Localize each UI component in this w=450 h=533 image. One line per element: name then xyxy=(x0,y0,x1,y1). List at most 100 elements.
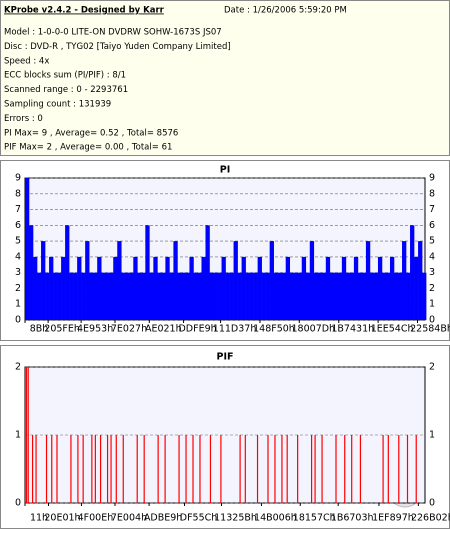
bar xyxy=(73,272,78,320)
bar xyxy=(70,435,72,503)
bar xyxy=(269,241,274,320)
bar xyxy=(209,435,212,503)
bar xyxy=(309,241,315,320)
bar xyxy=(149,272,154,320)
bar xyxy=(51,435,53,503)
y-tick-label-right: 2 xyxy=(429,283,435,294)
app-title: KProbe v2.4.2 - Designed by Karr xyxy=(4,6,165,16)
bar xyxy=(321,272,327,320)
bar xyxy=(387,435,389,503)
bar xyxy=(394,272,399,320)
bar xyxy=(169,272,174,320)
bar xyxy=(145,225,150,320)
y-tick-label: 3 xyxy=(15,267,21,278)
bar xyxy=(82,435,84,503)
date: Date : 1/26/2006 5:59:20 PM xyxy=(224,6,347,16)
bar xyxy=(61,256,66,320)
bar xyxy=(181,272,186,320)
bar xyxy=(410,225,415,320)
bar xyxy=(164,435,166,503)
x-tick-label: 226B02h xyxy=(411,513,450,524)
bar xyxy=(25,367,28,503)
bar xyxy=(301,256,307,320)
y-tick-label: 7 xyxy=(15,204,21,215)
bar xyxy=(27,367,29,503)
bar xyxy=(418,241,423,320)
bar xyxy=(353,256,359,320)
bar xyxy=(377,256,383,320)
bar xyxy=(122,435,124,503)
y-tick-label: 1 xyxy=(15,299,21,310)
chart-title: PIF xyxy=(217,352,234,363)
bar xyxy=(261,272,266,320)
bar xyxy=(274,435,276,503)
bar xyxy=(245,272,250,320)
bar xyxy=(173,241,178,320)
bar xyxy=(277,272,282,320)
bar xyxy=(344,435,346,503)
bar xyxy=(137,272,142,320)
bar xyxy=(177,272,182,320)
x-tick-label: 4E953h xyxy=(77,324,113,335)
bar xyxy=(106,435,109,503)
bar xyxy=(329,272,335,320)
bar xyxy=(233,241,238,320)
bar xyxy=(239,435,241,503)
bar xyxy=(192,435,194,503)
y-tick-label: 6 xyxy=(15,220,21,231)
bar xyxy=(110,435,112,503)
y-tick-label: 0 xyxy=(15,498,21,509)
bar xyxy=(305,272,311,320)
x-tick-label: 7E027h xyxy=(111,324,147,335)
bar xyxy=(209,272,214,320)
bar xyxy=(185,435,187,503)
bar xyxy=(185,272,190,320)
bar xyxy=(197,272,202,320)
bar xyxy=(213,272,218,320)
x-tick-label: 11h xyxy=(30,513,48,524)
bar xyxy=(337,272,343,320)
bar xyxy=(321,435,323,503)
x-tick-label: 8Bh xyxy=(30,324,49,335)
y-tick-label: 8 xyxy=(15,188,21,199)
x-tick-label: 1B6703h xyxy=(331,513,374,524)
bar xyxy=(193,272,198,320)
info-line: ECC blocks sum (PI/PIF) : 8/1 xyxy=(4,71,126,81)
bar xyxy=(249,272,254,320)
bar xyxy=(361,272,367,320)
info-line: Errors : 0 xyxy=(4,114,43,124)
bar xyxy=(178,435,180,503)
x-tick-label: DF55Ch xyxy=(180,513,218,524)
bar xyxy=(357,272,363,320)
info-line: Speed : 4x xyxy=(4,56,49,66)
bar xyxy=(365,241,371,320)
bar xyxy=(133,256,138,320)
bar xyxy=(369,272,375,320)
bar xyxy=(229,272,234,320)
chart-title: PI xyxy=(220,165,231,176)
bar xyxy=(161,272,166,320)
bar xyxy=(402,241,407,320)
x-tick-label: 111D37h xyxy=(213,324,257,335)
bar xyxy=(157,435,159,503)
y-tick-label-right: 1 xyxy=(429,299,435,310)
bar xyxy=(414,256,419,320)
bar xyxy=(349,272,355,320)
bar xyxy=(33,256,38,320)
bar xyxy=(325,256,331,320)
x-tick-label: 1EF897h xyxy=(372,513,414,524)
bar xyxy=(105,272,110,320)
bar xyxy=(313,272,319,320)
bar xyxy=(45,272,50,320)
y-tick-label-right: 3 xyxy=(429,267,435,278)
bar xyxy=(81,272,86,320)
y-tick-label-right: 9 xyxy=(429,173,435,184)
bar xyxy=(45,435,48,503)
bar xyxy=(136,435,138,503)
bar xyxy=(406,435,409,503)
y-tick-label-right: 8 xyxy=(429,188,435,199)
x-tick-label: DDFE9h xyxy=(178,324,216,335)
bar xyxy=(117,241,122,320)
